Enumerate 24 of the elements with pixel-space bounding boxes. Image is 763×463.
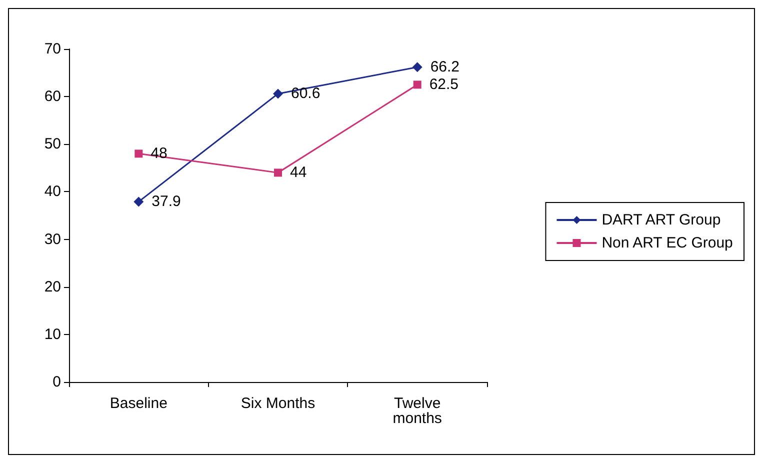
y-tick-label: 50: [44, 136, 61, 153]
point: [413, 80, 422, 89]
data-label: 66.2: [430, 58, 460, 76]
point: [273, 88, 283, 99]
point: [412, 62, 422, 72]
y-tick-label: 20: [44, 278, 61, 296]
point: [274, 168, 282, 177]
legend-label: Non ART EC Group: [602, 234, 733, 252]
y-tick-label: 10: [44, 326, 61, 343]
x-tick-label: Baseline: [110, 395, 168, 412]
point: [134, 150, 143, 158]
data-label: 44: [290, 164, 307, 182]
y-tick-label: 0: [52, 374, 61, 390]
point: [134, 196, 144, 207]
y-tick-label: 30: [44, 230, 61, 248]
y-tick-label: 70: [44, 40, 61, 58]
x-tick-label: Six Months: [240, 395, 316, 412]
data-label: 37.9: [152, 193, 181, 210]
y-tick-label: 60: [44, 88, 61, 106]
data-label: 60.6: [291, 85, 320, 102]
legend-label: DART ART Group: [602, 212, 721, 228]
y-tick-label: 40: [44, 183, 61, 200]
x-tick-label: Twelve months: [392, 395, 442, 427]
data-label: 62.5: [429, 76, 459, 94]
